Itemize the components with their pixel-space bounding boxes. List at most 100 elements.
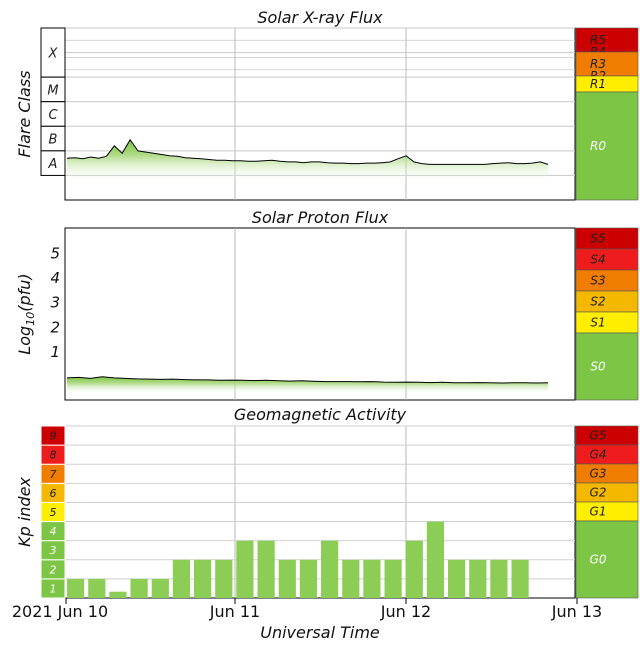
proton-grid <box>234 228 407 400</box>
kp-plot-frame <box>64 425 576 599</box>
scale-box-s3 <box>575 269 639 292</box>
kp-bar <box>469 559 487 598</box>
kp-level-label-1: 1 <box>50 582 57 595</box>
scale-box-s2 <box>575 290 639 313</box>
kp-bar <box>88 578 106 598</box>
x-tick-label-2: Jun 12 <box>380 602 431 621</box>
kp-bar <box>405 540 423 598</box>
scale-label-s5: S5 <box>590 232 605 246</box>
scale-label-g0: G0 <box>590 553 607 567</box>
scale-label-g5: G5 <box>590 429 607 443</box>
class-label-a: A <box>48 157 58 172</box>
proton-y-ticks: 1 2 3 4 5 <box>50 245 60 361</box>
scale-box-g0 <box>575 520 639 599</box>
scale-box-g1 <box>575 501 639 522</box>
proton-ytick-1: 1 <box>50 343 60 361</box>
kp-bar <box>448 559 466 598</box>
xray-ylabel: Flare Class <box>15 70 34 157</box>
kp-ylabel: Kp index <box>15 477 34 547</box>
kp-bar <box>363 559 381 598</box>
proton-plot-frame <box>64 227 576 401</box>
kp-level-axis: 1 2 3 4 5 6 7 8 9 <box>40 425 66 599</box>
x-tick-label-0: 2021 Jun 10 <box>12 602 108 621</box>
class-label-x: X <box>48 47 59 62</box>
kp-level-label-8: 8 <box>50 449 57 462</box>
kp-level-label-9: 9 <box>50 430 57 443</box>
xray-title: Solar X-ray Flux <box>257 8 383 27</box>
scale-box-g4 <box>575 444 639 465</box>
class-label-m: M <box>47 83 58 98</box>
scale-label-s4: S4 <box>590 253 605 267</box>
kp-grid <box>65 425 575 598</box>
proton-flux-line <box>66 376 549 384</box>
scale-label-r3: R3 <box>590 57 606 71</box>
proton-ytick-5: 5 <box>50 245 60 263</box>
scale-label-s2: S2 <box>590 295 605 309</box>
kp-level-box-9 <box>40 425 66 446</box>
kp-title: Geomagnetic Activity <box>234 405 407 424</box>
proton-panel: Solar Proton Flux 1 2 3 4 5 Log10(pfu) S5 S4 S… <box>15 208 639 401</box>
proton-flux-area <box>67 376 548 394</box>
kp-level-label-3: 3 <box>50 544 57 557</box>
kp-bar <box>426 521 444 598</box>
solar-radiation-scale: S5 S4 S3 S2 S1 S0 <box>575 227 639 401</box>
scale-label-r0: R0 <box>590 139 606 153</box>
kp-bar <box>278 559 296 598</box>
kp-level-label-4: 4 <box>50 525 57 538</box>
proton-ytick-3: 3 <box>50 294 60 312</box>
kp-bar <box>321 540 339 598</box>
kp-bar <box>342 559 360 598</box>
kp-bar <box>257 540 275 598</box>
scale-box-g5 <box>575 425 639 446</box>
class-label-c: C <box>48 108 58 123</box>
kp-bar <box>151 578 169 598</box>
proton-ytick-2: 2 <box>50 318 60 336</box>
scale-box-g2 <box>575 482 639 503</box>
time-axis-ticks: 2021 Jun 10 Jun 11 Jun 12 Jun 13 <box>12 598 602 621</box>
class-box-x <box>40 27 66 78</box>
kp-bar <box>384 559 402 598</box>
xray-flux-area <box>67 139 548 182</box>
scale-box-s5 <box>575 227 639 250</box>
scale-box-r1 <box>575 75 639 93</box>
scale-box-r5 <box>575 27 639 53</box>
class-box-c <box>40 101 66 127</box>
kp-bar <box>130 578 148 598</box>
class-label-b: B <box>49 133 58 148</box>
scale-box-s4 <box>575 248 639 271</box>
kp-bar <box>172 559 190 598</box>
scale-label-s1: S1 <box>590 316 605 330</box>
class-box-a <box>40 150 66 176</box>
scale-label-g4: G4 <box>590 448 607 462</box>
proton-ytick-4: 4 <box>50 269 60 287</box>
kp-bar <box>215 559 233 598</box>
kp-level-label-2: 2 <box>50 563 57 576</box>
scale-box-s0 <box>575 332 639 401</box>
kp-bar <box>194 559 212 598</box>
kp-bars <box>67 521 529 598</box>
scale-label-s0: S0 <box>590 360 606 374</box>
scale-label-r5: R5 <box>590 33 606 47</box>
time-axis-label: Universal Time <box>260 623 380 642</box>
geomagnetic-storm-scale: G5 G4 G3 G2 G1 G0 <box>575 425 639 599</box>
scale-box-r3 <box>575 51 639 77</box>
proton-ylabel: Log10(pfu) <box>15 273 37 354</box>
kp-level-label-6: 6 <box>50 487 57 500</box>
x-tick-label-3: Jun 13 <box>551 602 602 621</box>
kp-bar <box>511 559 529 598</box>
kp-bar <box>299 559 317 598</box>
scale-label-g3: G3 <box>590 467 607 481</box>
xray-flux-line <box>66 138 549 165</box>
scale-box-r0 <box>575 91 639 201</box>
scale-label-g2: G2 <box>590 486 607 500</box>
scale-label-g1: G1 <box>590 505 607 519</box>
kp-bar <box>490 559 508 598</box>
proton-title: Solar Proton Flux <box>252 208 389 227</box>
kp-level-label-7: 7 <box>50 468 57 481</box>
kp-bar <box>236 540 254 598</box>
kp-bar <box>109 591 127 598</box>
